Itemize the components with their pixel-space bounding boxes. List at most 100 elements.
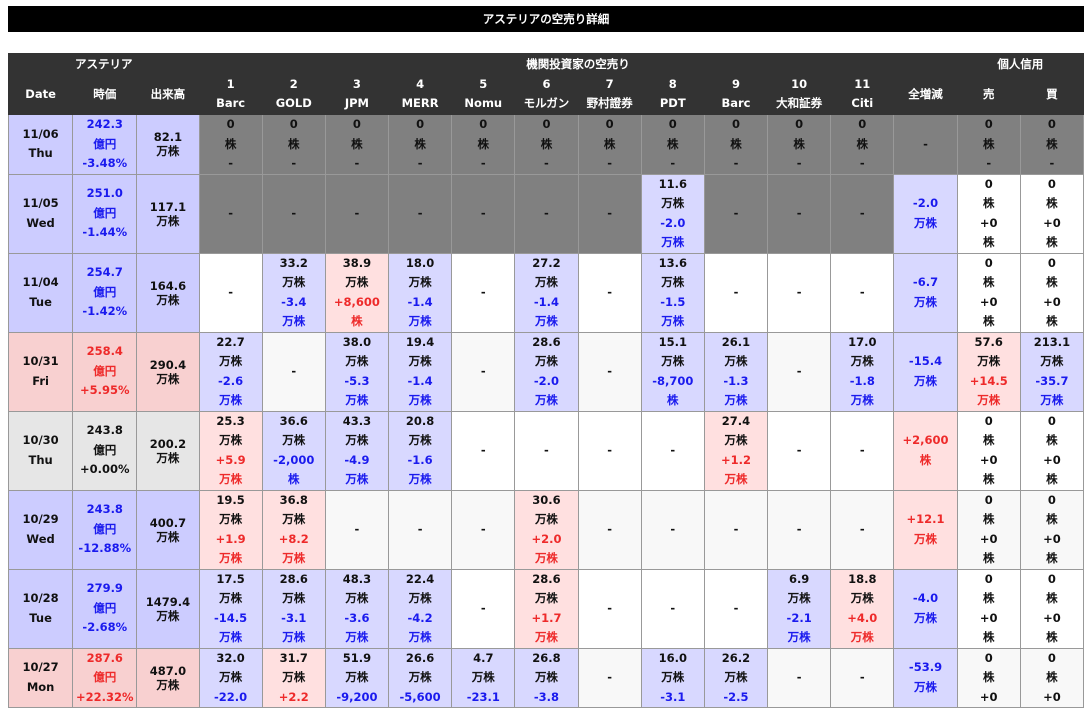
position-value: - [733, 600, 739, 615]
broker-cell: 28.6 万株 -3.1 万株 [261, 568, 326, 649]
price-unit: 億円 [93, 205, 117, 220]
position-value: 43.3 [342, 413, 372, 428]
column-header-broker: 6 モルガン [514, 73, 579, 115]
change-value: +2,600 [902, 433, 949, 447]
change-value: +8,600 [333, 294, 380, 309]
change-value: +0 [1043, 215, 1061, 230]
position-unit: 万株 [977, 354, 1001, 368]
position-value: - [544, 442, 549, 457]
margin-sell-cell: 0 株 +0 株 [956, 568, 1021, 649]
change-value: -5,600 [399, 689, 441, 704]
position-value: 48.3 [342, 571, 372, 586]
date: 10/29 [22, 512, 59, 526]
pct: -1.44% [82, 225, 128, 240]
change-unit: 万株 [282, 314, 306, 328]
table-row: 10/29 Wed 243.8 億円 -12.88% 400.7 万株 19.5 万株 +1.9 万… [7, 489, 1085, 570]
date-cell: 10/29 Wed [7, 489, 74, 570]
position-value: - [607, 670, 612, 684]
broker-number: 3 [352, 77, 361, 91]
change-value: - [607, 156, 612, 170]
broker-cell: - [830, 410, 895, 491]
change-unit: 株 [982, 314, 995, 328]
position-value: 20.8 [405, 413, 435, 428]
date: 10/27 [22, 660, 59, 675]
change-unit: 万株 [724, 393, 748, 407]
position-value: - [480, 205, 486, 220]
position-unit: 万株 [724, 670, 748, 684]
position-value: - [796, 363, 802, 378]
date: 10/31 [22, 354, 59, 368]
change-unit: 株 [288, 472, 300, 486]
position-unit: 万株 [534, 512, 558, 526]
position-value: 32.0 [216, 650, 245, 665]
column-header-broker: 11 Citi [830, 73, 895, 115]
position-unit: 万株 [724, 354, 748, 368]
volume-cell: 1479.4 万株 [136, 568, 200, 649]
column-header-buy: 買 [1019, 73, 1085, 115]
broker-cell: 20.8 万株 -1.6 万株 [388, 410, 453, 491]
price-unit: 億円 [93, 442, 117, 457]
total-change-cell: -4.0 万株 [893, 568, 958, 649]
volume: 164.6 [149, 278, 187, 293]
position-unit: 株 [1046, 136, 1058, 151]
position-unit: 万株 [534, 670, 558, 684]
change-unit: 万株 [661, 314, 685, 328]
change-unit: 万株 [850, 393, 874, 407]
table-row: 10/27 Mon 287.6 億円 +22.32% 487.0 万株 32.0 万株 -22.0… [7, 647, 1085, 708]
margin-buy-cell: 213.1 万株 -35.7 万株 [1019, 331, 1085, 412]
change-unit: 株 [351, 314, 363, 328]
position-unit: 株 [1046, 433, 1058, 447]
position-value: 0 [542, 117, 551, 131]
margin-sell-cell: 0 株 +0 株 [956, 173, 1021, 254]
change-value: +14.5 [969, 373, 1008, 388]
position-unit: 株 [351, 136, 363, 151]
position-value: - [859, 205, 865, 220]
broker-cell: 0 株 - [388, 114, 453, 175]
position-unit: 株 [414, 136, 426, 151]
position-value: 0 [984, 650, 993, 665]
position-value: - [228, 205, 233, 220]
position-value: 38.9 [342, 255, 372, 270]
position-value: - [544, 205, 549, 220]
broker-cell: 0 株 - [451, 114, 516, 175]
position-unit: 万株 [219, 591, 243, 605]
broker-cell: - [577, 331, 642, 412]
change-value: - [544, 156, 549, 170]
broker-cell: 51.9 万株 -9,200 [324, 647, 390, 708]
position-unit: 株 [982, 196, 995, 210]
position-unit: 万株 [345, 591, 369, 605]
change-value: +0 [979, 215, 998, 230]
date-cell: 11/05 Wed [7, 173, 74, 254]
position-value: - [859, 442, 865, 457]
broker-cell: 38.9 万株 +8,600 株 [324, 252, 390, 333]
position-unit: 株 [1046, 196, 1058, 210]
position-unit: 株 [540, 136, 553, 151]
broker-name: MERR [401, 96, 439, 110]
broker-name: GOLD [275, 96, 312, 110]
broker-cell: - [767, 252, 832, 333]
price: 279.9 [86, 581, 123, 596]
margin-sell-cell: 0 株 +0 株 [956, 410, 1021, 491]
position-value: 0 [1047, 650, 1056, 665]
price: 243.8 [86, 502, 123, 517]
position-unit: 株 [730, 136, 742, 151]
position-value: - [480, 363, 486, 378]
volume-unit: 万株 [156, 677, 180, 692]
change-value: -1.3 [723, 373, 749, 388]
position-value: 33.2 [279, 255, 308, 270]
position-value: 0 [1047, 117, 1056, 131]
position-unit: 万株 [282, 670, 306, 684]
date-cell: 11/04 Tue [7, 252, 74, 333]
position-value: 0 [1047, 413, 1056, 428]
change-value: -22.0 [214, 689, 248, 704]
change-value: - [986, 156, 992, 170]
volume-unit: 万株 [156, 213, 180, 228]
volume-cell: 164.6 万株 [136, 252, 200, 333]
table-row: 10/30 Thu 243.8 億円 +0.00% 200.2 万株 25.3 万株 +5.9 万株… [7, 410, 1085, 491]
position-value: 25.3 [216, 413, 245, 428]
broker-cell: 36.8 万株 +8.2 万株 [261, 489, 326, 570]
broker-cell: 18.8 万株 +4.0 万株 [830, 568, 895, 649]
broker-cell: 38.0 万株 -5.3 万株 [324, 331, 390, 412]
price-cell: 251.0 億円 -1.44% [72, 173, 138, 254]
column-header-total: 全増減 [893, 73, 958, 115]
